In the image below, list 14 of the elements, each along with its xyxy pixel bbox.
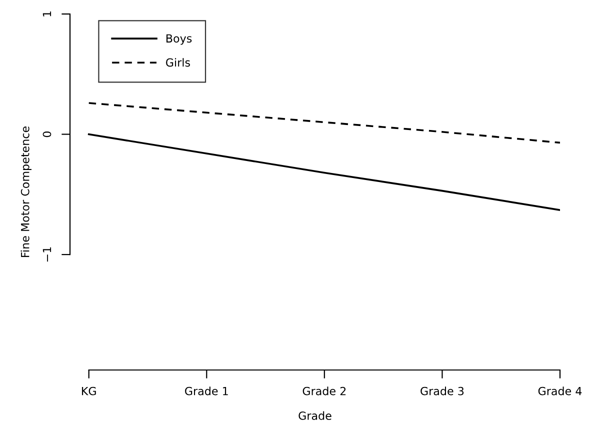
line-series [88,133,560,211]
x-axis-title: Grade [298,411,332,420]
x-tick-label: Grade 1 [185,386,228,396]
legend-label: Boys [166,34,192,45]
y-tick-label: 1 [42,11,52,16]
x-tick-label: Grade 4 [538,386,582,396]
x-tick-label: Grade 2 [302,386,346,396]
y-axis-title: Fine Motor Competence [20,126,32,257]
y-tick-label: −1 [42,247,52,262]
legend-label: Girls [166,58,190,67]
line-series [88,102,560,144]
x-tick-label: KG [82,386,96,396]
x-tick-label: Grade 3 [420,386,464,396]
y-tick-label: 0 [42,131,52,138]
